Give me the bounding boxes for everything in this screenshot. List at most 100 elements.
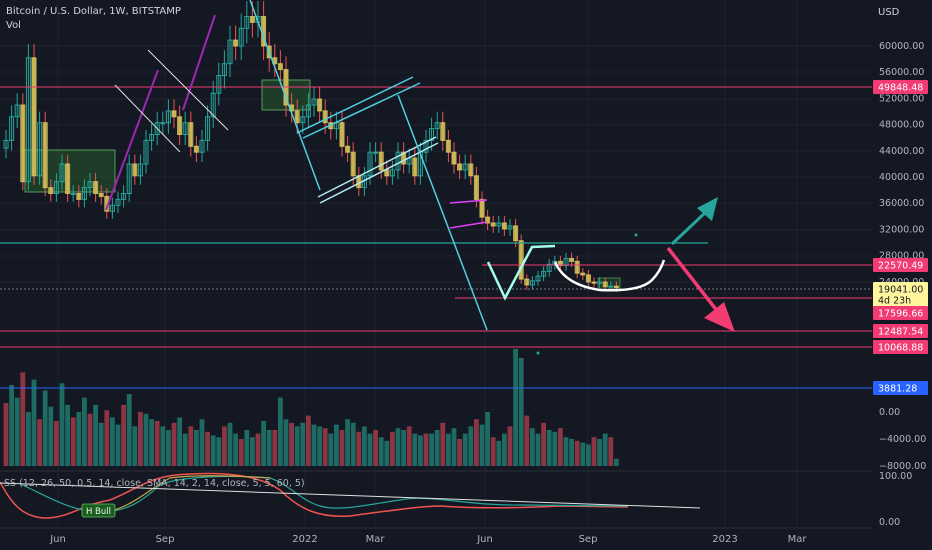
candle-body [165,110,171,124]
volume-bar [48,406,54,466]
candle-fill [464,164,467,170]
candle-fill [614,286,618,288]
candle-fill [491,223,495,226]
candle-fill [189,122,193,147]
candle-fill [598,282,601,283]
candle-fill [603,282,607,287]
trendline-purple-4[interactable] [449,221,488,229]
trendline-cyan-channel-3[interactable] [317,136,437,198]
candle-fill [122,194,125,200]
volume-bar [182,433,188,466]
trendline-cyan-channel-4[interactable] [319,142,439,204]
candle-fill [212,93,215,117]
volume-bar [70,417,76,466]
candle-fill [295,110,299,123]
volume-bar [104,410,110,466]
candle-fill [105,196,109,212]
trendline-purple-2[interactable] [182,14,216,111]
volume-bar [446,433,451,466]
volume-bar [244,430,250,466]
price-tick-label: 44000.00 [879,146,924,157]
volume-bar [132,426,138,466]
volume-bar [300,422,306,466]
oscillator-label: SS (12, 26, 50, 0.5, 14, close, SMA, 14,… [4,478,305,489]
volume-bar [412,433,418,466]
time-axis-label: 2023 [712,534,737,545]
candle-fill [16,105,19,117]
volume-bar [238,439,244,466]
volume-bar [76,412,82,466]
trendline-purple-1[interactable] [105,69,159,211]
volume-bars [3,349,619,466]
cup-curve[interactable] [553,259,666,292]
time-axis[interactable]: Jun Sep 2022 Mar Jun Sep 2023 Mar [49,534,807,545]
candle-fill [318,99,322,111]
price-tick-label: 40000.00 [879,172,924,183]
volume-bar [82,397,87,466]
volume-bar [462,433,468,466]
candle-fill [570,258,574,262]
price-tick-label: 32000.00 [879,224,924,235]
level-12487-tag-bg [873,324,928,338]
volume-bar [110,417,115,466]
volume-bar [334,424,339,466]
candle-body [9,116,15,141]
price-tick-label: 36000.00 [879,198,924,209]
candle-body [210,92,216,118]
candle-body [149,134,155,141]
candle-body [14,104,20,118]
arrow-up-line[interactable] [670,208,710,246]
candle-fill [89,182,92,188]
volume-bar [350,422,356,466]
arrow-down-line[interactable] [666,246,720,314]
volume-bar [93,404,98,466]
volume-bar [126,394,132,466]
volume-bar [546,430,552,466]
candle-fill [413,158,417,176]
volume-bar [552,431,558,466]
volume-bar [384,440,390,466]
candle-fill [194,146,198,153]
trendline-cyan-channel-1[interactable] [296,76,414,134]
candle-fill [469,164,473,176]
trendline-white-2[interactable] [147,49,229,131]
volume-bar [401,430,406,466]
volume-bar [418,435,423,466]
candle-body [389,169,395,177]
candle-fill [21,105,25,182]
candle-fill [542,271,545,276]
volume-tick-label: −8000.00 [879,461,926,472]
candle-fill [167,111,170,123]
volume-bar [216,437,222,466]
trendline-cyan-long[interactable] [397,94,488,331]
trendline-cyan-channel-2[interactable] [302,82,421,139]
volume-bar [143,413,149,466]
volume-bar [367,433,373,466]
zigzag-path[interactable] [486,244,556,301]
candle-fill [184,123,187,135]
level-10068-tag-bg [873,340,928,354]
level-49848-tag: 49848.48 [878,83,923,94]
volume-bar [9,385,14,466]
price-tick-label: 52000.00 [879,93,924,104]
volume-bar [378,437,384,466]
candle-fill [301,117,304,123]
candle-body [507,225,513,230]
volume-bar [54,421,59,466]
time-axis-label: Mar [366,534,386,545]
volume-bar [294,426,300,466]
candle-body [227,39,233,65]
trendline-cyan-drop[interactable] [249,0,321,191]
candle-fill [262,16,266,46]
trendline-white-1[interactable] [114,84,181,153]
marker-dot-2 [536,351,540,355]
level-3881-tag: 3881.28 [878,384,917,395]
candle-fill [537,276,540,281]
osc-red-line [0,472,629,519]
trendline-purple-3[interactable] [449,199,488,204]
candle-fill [480,199,484,218]
volume-bar [518,358,524,466]
candle-fill [229,40,232,64]
volume-bar [524,415,530,466]
